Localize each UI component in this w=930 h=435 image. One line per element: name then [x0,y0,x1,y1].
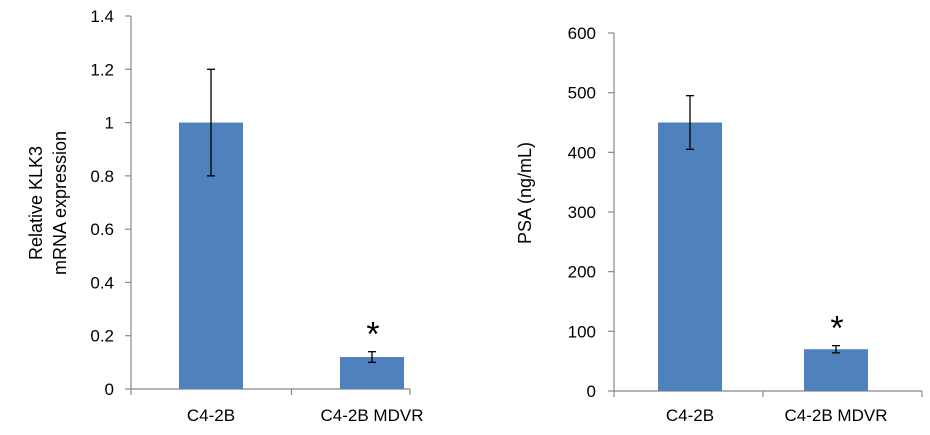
bar [804,349,868,391]
y-tick-label: 0.8 [90,167,114,186]
y-tick-label: 1 [105,114,114,133]
psa-concentration-chart: 0 100 200 300 400 500 600 C4-2B C4-2B MDVR * PSA (… [515,24,923,425]
y-tick-label: 0 [587,382,596,401]
y-tick-label: 1.4 [90,7,114,26]
x-category-label: C4-2B [666,406,714,425]
significance-asterisk: * [366,316,379,354]
bar [658,122,722,391]
y-tick-label: 100 [568,322,596,341]
y-axis-title-line: Relative KLK3 [26,146,46,260]
x-category-label: C4-2B MDVR [321,406,424,425]
y-tick-label: 0 [105,380,114,399]
y-tick-label: 200 [568,263,596,282]
y-tick-label: 0.6 [90,220,114,239]
klk3-expression-chart: 0 0.2 0.4 0.6 0.8 1 1.2 1.4 C4-2B C4-2B MDVR * Rela… [26,7,423,425]
x-category-label: C4-2B MDVR [785,406,888,425]
y-tick-label: 0.4 [90,273,114,292]
y-tick-label: 0.2 [90,327,114,346]
y-axis-title-line: mRNA expression [50,131,70,275]
y-tick-label: 1.2 [90,60,114,79]
y-axis-title-line: PSA (ng/mL) [515,142,535,244]
y-tick-label: 400 [568,143,596,162]
y-tick-label: 300 [568,203,596,222]
y-axis-title: PSA (ng/mL) [515,142,535,244]
y-axis-title: Relative KLK3 mRNA expression [26,131,70,275]
significance-asterisk: * [830,310,843,348]
y-tick-label: 600 [568,24,596,43]
y-tick-label: 500 [568,84,596,103]
x-category-label: C4-2B [187,406,235,425]
